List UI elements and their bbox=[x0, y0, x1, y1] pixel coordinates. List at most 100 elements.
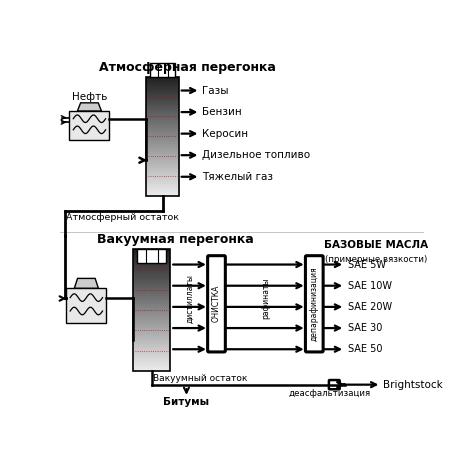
Text: SAE 30: SAE 30 bbox=[348, 323, 382, 333]
Bar bbox=[146, 97, 179, 99]
Bar bbox=[146, 178, 179, 180]
Text: SAE 50: SAE 50 bbox=[348, 344, 383, 354]
Bar bbox=[146, 84, 179, 86]
Bar bbox=[133, 276, 170, 278]
Bar bbox=[146, 81, 179, 83]
Bar bbox=[146, 109, 179, 110]
Bar bbox=[133, 249, 170, 251]
Bar bbox=[133, 367, 170, 369]
Bar bbox=[133, 279, 170, 282]
Bar bbox=[146, 186, 179, 188]
Bar bbox=[69, 111, 110, 140]
Bar bbox=[133, 328, 170, 330]
Bar bbox=[133, 286, 170, 287]
Bar bbox=[133, 365, 170, 367]
Text: ОЧИСТКА: ОЧИСТКА bbox=[212, 285, 221, 322]
Bar bbox=[133, 302, 170, 304]
Bar bbox=[133, 255, 170, 257]
Text: Бензин: Бензин bbox=[202, 107, 242, 117]
Bar bbox=[133, 290, 170, 292]
Bar bbox=[146, 138, 179, 140]
Bar bbox=[146, 152, 179, 154]
Bar bbox=[146, 91, 179, 93]
Bar bbox=[146, 154, 179, 156]
Bar bbox=[146, 182, 179, 184]
Bar bbox=[146, 168, 179, 170]
Bar bbox=[133, 361, 170, 362]
Text: депарафинизация: депарафинизация bbox=[310, 267, 319, 341]
Bar bbox=[133, 318, 170, 320]
Bar bbox=[146, 188, 179, 190]
Bar bbox=[146, 126, 179, 128]
Bar bbox=[146, 107, 179, 109]
Bar bbox=[146, 94, 179, 97]
Bar bbox=[146, 99, 179, 101]
Text: Газы: Газы bbox=[202, 85, 228, 95]
Bar bbox=[133, 298, 170, 300]
Bar bbox=[133, 324, 170, 326]
Bar bbox=[146, 86, 179, 89]
Bar bbox=[146, 112, 179, 114]
Bar bbox=[133, 316, 170, 318]
Bar bbox=[133, 310, 170, 312]
Bar bbox=[146, 150, 179, 152]
Bar bbox=[146, 180, 179, 182]
Text: Тяжелый газ: Тяжелый газ bbox=[202, 172, 273, 182]
Bar bbox=[146, 176, 179, 178]
Bar bbox=[133, 253, 170, 255]
Bar bbox=[146, 128, 179, 130]
Text: БАЗОВЫЕ МАСЛА: БАЗОВЫЕ МАСЛА bbox=[324, 240, 428, 250]
Bar bbox=[146, 144, 179, 146]
Bar bbox=[146, 166, 179, 168]
Bar bbox=[133, 306, 170, 308]
Bar bbox=[146, 172, 179, 174]
Bar bbox=[133, 265, 170, 268]
Bar bbox=[133, 282, 170, 284]
Bar bbox=[133, 332, 170, 334]
Bar bbox=[146, 135, 179, 136]
Text: SAE 10W: SAE 10W bbox=[348, 281, 392, 291]
Bar bbox=[133, 345, 170, 346]
Bar bbox=[146, 162, 179, 164]
FancyBboxPatch shape bbox=[305, 256, 323, 352]
Polygon shape bbox=[77, 103, 101, 111]
Text: Керосин: Керосин bbox=[202, 129, 248, 139]
Bar bbox=[146, 104, 179, 107]
Text: Битумы: Битумы bbox=[163, 396, 210, 406]
Bar bbox=[146, 102, 179, 104]
Bar bbox=[150, 63, 175, 76]
Bar bbox=[146, 170, 179, 172]
Bar bbox=[133, 354, 170, 357]
Bar bbox=[133, 314, 170, 316]
Bar bbox=[133, 257, 170, 259]
Text: SAE 5W: SAE 5W bbox=[348, 260, 386, 270]
Bar bbox=[146, 79, 179, 81]
Bar bbox=[146, 140, 179, 142]
Bar bbox=[133, 270, 170, 271]
Bar bbox=[133, 308, 170, 310]
Bar bbox=[146, 117, 179, 118]
Text: Дизельное топливо: Дизельное топливо bbox=[202, 150, 310, 160]
Bar bbox=[133, 359, 170, 361]
Bar bbox=[133, 346, 170, 348]
Bar bbox=[133, 326, 170, 328]
Bar bbox=[133, 251, 170, 253]
Bar bbox=[146, 76, 179, 196]
Bar bbox=[146, 148, 179, 150]
Bar bbox=[146, 192, 179, 194]
Bar bbox=[133, 351, 170, 353]
Bar bbox=[146, 89, 179, 91]
Bar bbox=[133, 362, 170, 365]
Bar bbox=[146, 110, 179, 112]
Bar bbox=[133, 312, 170, 314]
Bar bbox=[146, 174, 179, 176]
Text: рафинаты: рафинаты bbox=[261, 278, 270, 319]
Text: Атмосферный остаток: Атмосферный остаток bbox=[67, 213, 179, 222]
Bar bbox=[133, 348, 170, 351]
Text: Нефть: Нефть bbox=[72, 92, 107, 101]
Bar bbox=[133, 296, 170, 298]
Bar bbox=[146, 194, 179, 196]
Bar bbox=[133, 353, 170, 354]
Bar bbox=[133, 337, 170, 338]
Bar bbox=[133, 357, 170, 359]
